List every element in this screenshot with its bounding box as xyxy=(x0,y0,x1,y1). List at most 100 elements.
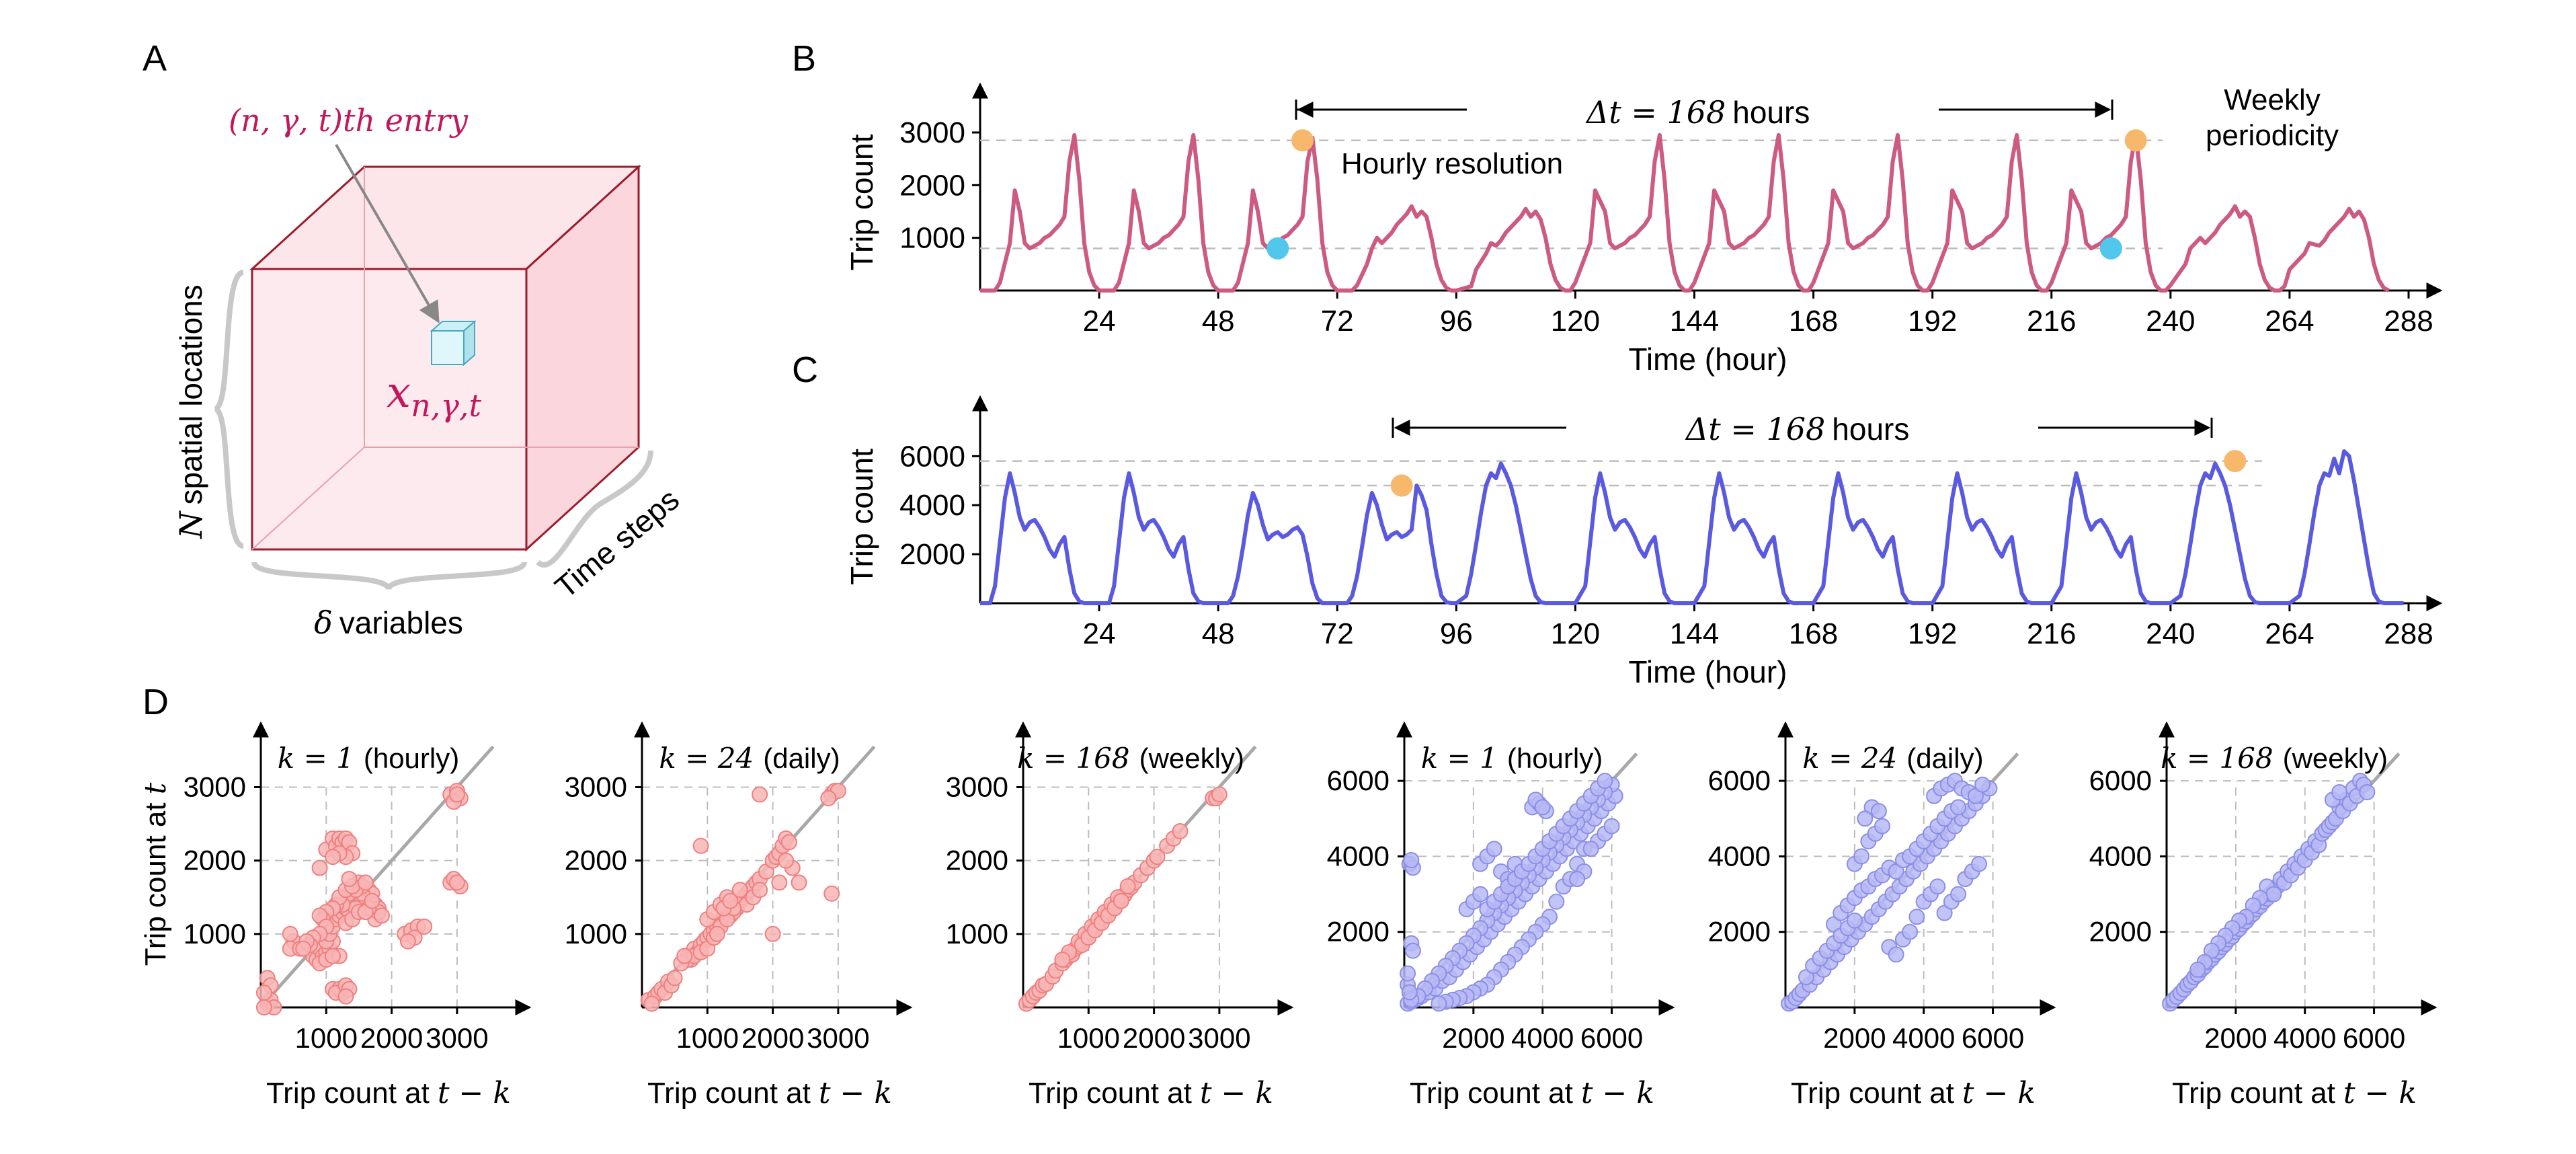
variables-label: δ variables xyxy=(314,605,463,641)
x-tick-label-C: 288 xyxy=(2384,617,2433,650)
time-brace xyxy=(536,450,653,568)
scatter-point-D2 xyxy=(752,882,768,898)
x-tick-label-D2: 1000 xyxy=(676,1022,739,1054)
delta-t-label-b: Δt = 168 hours xyxy=(1585,94,1810,130)
x-tick-label-D1: 2000 xyxy=(360,1022,423,1054)
scatter-point-D6 xyxy=(2331,784,2348,800)
scatter-point-D2 xyxy=(791,874,807,891)
x-axis-label-C: Time (hour) xyxy=(1629,654,1787,689)
x-axis-label-D4: Trip count at t − k xyxy=(1410,1076,1654,1110)
y-tick-label-B: 1000 xyxy=(899,222,965,255)
variables-brace xyxy=(251,561,527,590)
scatter-point-D3 xyxy=(1172,823,1189,839)
scatter-point-D4 xyxy=(1404,942,1421,959)
y-tick-label-D5: 4000 xyxy=(1708,840,1771,872)
scatter-point-D4 xyxy=(1431,995,1447,1012)
scatter-point-D5 xyxy=(1929,878,1946,895)
scatter-point-D5 xyxy=(1874,818,1890,835)
scatter-point-D4 xyxy=(1548,893,1565,910)
scatter-point-D2 xyxy=(643,995,660,1012)
y-tick-label-D3: 3000 xyxy=(946,771,1008,803)
scatter-title-D5: k = 24 (daily) xyxy=(1802,742,1983,775)
x-tick-label-D3: 1000 xyxy=(1057,1022,1120,1054)
scatter-point-D3 xyxy=(1113,892,1129,909)
scatter-point-D1 xyxy=(325,849,341,866)
panel-label-d: D xyxy=(143,682,169,722)
scatter-title-D1: k = 1 (hourly) xyxy=(278,742,459,775)
x-tick-label-B: 168 xyxy=(1789,305,1838,338)
scatter-point-D2 xyxy=(820,790,837,806)
scatter-point-D2 xyxy=(666,970,683,987)
scatter-point-D2 xyxy=(764,925,781,942)
x-tick-label-D1: 3000 xyxy=(426,1022,488,1054)
x-axis-label-D1: Trip count at t − k xyxy=(266,1076,511,1110)
y-tick-label-C: 6000 xyxy=(899,440,965,473)
x-tick-label-B: 120 xyxy=(1551,305,1600,338)
x-tick-label-B: 264 xyxy=(2265,305,2314,338)
x-tick-label-B: 24 xyxy=(1083,305,1116,338)
scatter-point-D2 xyxy=(771,874,788,891)
scatter-point-D5 xyxy=(1908,909,1925,925)
scatter-point-D2 xyxy=(823,885,840,902)
entry-label: (n, γ, t)th entry xyxy=(229,102,469,139)
x-tick-label-D5: 4000 xyxy=(1892,1022,1955,1054)
scatter-point-D1 xyxy=(374,907,390,924)
scatter-point-D6 xyxy=(2265,886,2282,902)
y-tick-label-D2: 3000 xyxy=(565,771,627,803)
scatter-point-D1 xyxy=(448,874,465,891)
y-tick-label-D4: 4000 xyxy=(1327,840,1390,872)
x-tick-label-D2: 2000 xyxy=(741,1022,804,1054)
highlight-point-cyan xyxy=(1266,237,1289,260)
scatter-point-D1 xyxy=(357,874,374,891)
scatter-point-D1 xyxy=(255,985,272,1001)
highlight-point-orange xyxy=(1390,474,1413,497)
x-tick-label-D4: 4000 xyxy=(1511,1022,1574,1054)
scatter-point-D2 xyxy=(780,834,797,851)
scatter-point-D2 xyxy=(752,786,768,803)
x-tick-label-C: 72 xyxy=(1321,617,1354,650)
y-tick-label-D6: 2000 xyxy=(2089,916,2152,948)
y-axis-label-C: Trip count xyxy=(844,449,879,585)
scatter-point-D3 xyxy=(1149,849,1166,866)
scatter-point-D3 xyxy=(1054,952,1071,968)
scatter-point-D6 xyxy=(2189,961,2206,978)
x-axis-label-D6: Trip count at t − k xyxy=(2172,1076,2417,1110)
x-axis-label-D2: Trip count at t − k xyxy=(647,1076,892,1110)
scatter-point-D5 xyxy=(1902,923,1919,940)
scatter-point-D1 xyxy=(364,892,380,909)
scatter-title-D3: k = 168 (weekly) xyxy=(1017,742,1244,775)
scatter-point-D1 xyxy=(416,918,433,935)
x-tick-label-D2: 3000 xyxy=(807,1022,869,1054)
y-tick-label-D6: 4000 xyxy=(2089,840,2152,872)
x-tick-label-C: 240 xyxy=(2146,617,2195,650)
weekly-label-line2: periodicity xyxy=(2206,119,2339,152)
scatter-point-D5 xyxy=(1974,776,1991,793)
scatter-point-D2 xyxy=(778,852,795,869)
scatter-point-D4 xyxy=(1582,841,1599,857)
panel-label-c: C xyxy=(792,350,818,390)
x-tick-label-C: 264 xyxy=(2265,617,2314,650)
scatter-point-D2 xyxy=(692,837,709,854)
x-tick-label-D4: 2000 xyxy=(1442,1022,1504,1054)
scatter-title-D4: k = 1 (hourly) xyxy=(1421,742,1603,775)
panel-c-annotations: Δt = 168 hours xyxy=(1392,411,2213,447)
scatter-point-D2 xyxy=(722,892,739,909)
scatter-point-D1 xyxy=(295,940,312,957)
x-tick-label-D3: 3000 xyxy=(1188,1022,1250,1054)
x-tick-label-B: 96 xyxy=(1440,305,1473,338)
y-tick-label-D4: 6000 xyxy=(1327,765,1390,796)
scatter-title-D6: k = 168 (weekly) xyxy=(2161,742,2388,775)
scatter-point-D3 xyxy=(1211,786,1227,803)
cube-hidden-edge xyxy=(251,447,365,550)
x-tick-label-D3: 2000 xyxy=(1123,1022,1185,1054)
scatter-point-D2 xyxy=(709,925,725,942)
highlight-point-orange xyxy=(1291,129,1314,152)
scatter-point-D5 xyxy=(1857,810,1874,827)
panel-label-a: A xyxy=(143,38,167,79)
y-axis-label-B: Trip count xyxy=(844,134,879,270)
x-tick-label-C: 168 xyxy=(1789,617,1838,650)
y-tick-label-D2: 2000 xyxy=(565,845,627,876)
x-tick-label-C: 120 xyxy=(1551,617,1600,650)
scatter-point-D4 xyxy=(1597,773,1613,790)
